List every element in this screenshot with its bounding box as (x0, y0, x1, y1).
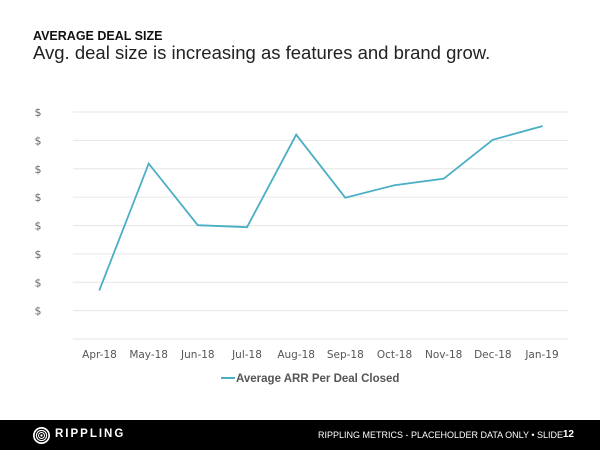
data-point (196, 224, 199, 227)
data-point (98, 289, 101, 291)
slide-headline: Avg. deal size is increasing as features… (33, 42, 491, 63)
data-point (393, 184, 396, 187)
x-tick-label: Jun-18 (180, 349, 215, 361)
x-tick-label: Sep-18 (327, 349, 364, 361)
y-tick-label: $ (35, 248, 42, 261)
y-tick-label: $ (35, 106, 42, 119)
data-point (295, 133, 298, 136)
y-tick-label: $ (35, 305, 42, 318)
rippling-logo-icon (33, 427, 50, 444)
x-tick-label: Aug-18 (277, 349, 315, 361)
brand-name: RIPPLING (55, 428, 126, 440)
gridlines (73, 111, 568, 340)
y-tick-label: $ (35, 276, 42, 289)
y-tick-label: $ (35, 220, 42, 233)
footer-bar: RIPPLING RIPPLING METRICS - PLACEHOLDER … (0, 420, 600, 450)
slide-kicker: AVERAGE DEAL SIZE (33, 29, 163, 43)
data-point (246, 226, 248, 229)
series-layer (98, 125, 543, 291)
legend: Average ARR Per Deal Closed (221, 373, 399, 385)
slide-number: 12 (562, 429, 574, 440)
x-tick-label: Jan-19 (524, 349, 558, 361)
x-tick-label: Jul-18 (231, 349, 262, 361)
y-tick-label: $ (35, 191, 42, 204)
x-tick-label: Apr-18 (82, 349, 117, 361)
x-tick-label: May-18 (129, 349, 168, 361)
data-point (147, 162, 150, 165)
data-point (344, 196, 347, 199)
x-axis-ticks: Apr-18 May-18 Jun-18 Jul-18 Aug-18 Sep-18 Oct-… (82, 349, 559, 361)
x-tick-label: Dec-18 (474, 349, 511, 361)
legend-label: Average ARR Per Deal Closed (236, 373, 399, 385)
data-point (442, 177, 445, 180)
y-tick-label: $ (35, 134, 42, 147)
line-chart: $ $ $ $ $ $ $ $ Apr-18 May-18 Jun-18 Jul-18 Aug-18 S… (35, 106, 568, 385)
x-tick-label: Oct-18 (377, 349, 412, 361)
footer-text: RIPPLING METRICS - PLACEHOLDER DATA ONLY… (317, 430, 563, 440)
data-point (541, 125, 543, 128)
series-line (98, 125, 543, 291)
y-tick-label: $ (35, 163, 42, 176)
x-tick-label: Nov-18 (425, 349, 462, 361)
y-axis-ticks: $ $ $ $ $ $ $ $ (35, 106, 42, 318)
data-point (491, 138, 494, 141)
